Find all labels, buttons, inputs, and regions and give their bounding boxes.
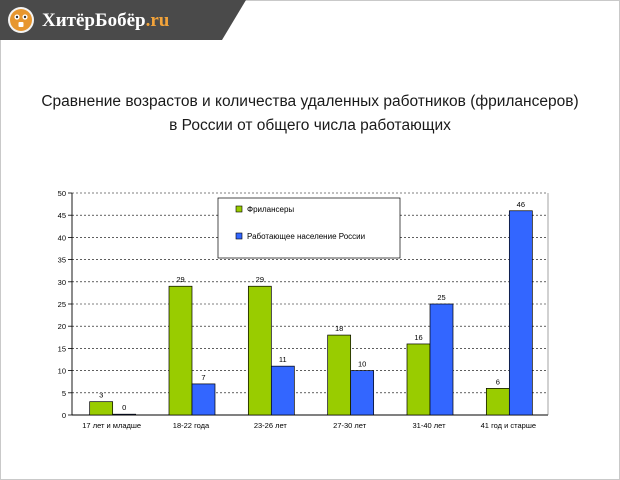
x-tick-label: 18-22 года	[173, 421, 210, 430]
bar	[429, 303, 454, 416]
chart-title-line-2: в России от общего числа работающих	[169, 117, 451, 134]
bar	[327, 334, 352, 416]
bar	[247, 285, 272, 416]
bar	[406, 343, 431, 416]
svg-text:ХитёрБобёр.ru: ХитёрБобёр.ru	[42, 10, 170, 31]
data-label: 29	[176, 275, 184, 284]
y-tick-label: 0	[62, 411, 66, 420]
y-tick-label: 35	[58, 256, 66, 265]
data-label: 18	[335, 324, 343, 333]
logo-tld: .ru	[146, 10, 170, 31]
x-tick-label: 17 лет и младше	[82, 421, 141, 430]
chart-title: Сравнение возрастов и количества удаленн…	[0, 90, 620, 138]
data-label: 11	[279, 355, 287, 364]
site-logo[interactable]: ХитёрБобёр.ru	[0, 0, 246, 40]
data-label: 16	[414, 333, 422, 342]
data-label: 0	[122, 403, 126, 412]
bar	[89, 401, 114, 416]
logo-name: ХитёрБобёр	[42, 10, 146, 31]
y-tick-label: 10	[58, 367, 66, 376]
logo-banner: ХитёрБобёр.ru	[0, 0, 246, 40]
y-tick-label: 25	[58, 300, 66, 309]
logo-background	[0, 0, 246, 40]
chart-gridlines	[72, 192, 548, 394]
y-tick-label: 20	[58, 322, 66, 331]
bar	[191, 383, 216, 416]
beaver-logo-icon	[8, 7, 34, 33]
x-tick-label: 27-30 лет	[333, 421, 367, 430]
legend-swatch	[235, 232, 243, 240]
bar	[350, 370, 375, 416]
y-tick-label: 30	[58, 278, 66, 287]
chart-title-line-1: Сравнение возрастов и количества удаленн…	[41, 93, 579, 110]
y-tick-label: 50	[58, 189, 66, 198]
data-label: 7	[201, 373, 205, 382]
y-tick-label: 5	[62, 389, 66, 398]
y-tick-label: 40	[58, 233, 66, 242]
bar	[485, 388, 510, 416]
y-axis-ticks: 0 5 10 15 20 25 30 35 40 45 50	[58, 189, 72, 420]
x-tick-label: 41 год и старше	[481, 421, 536, 430]
bar	[508, 210, 533, 416]
data-label: 25	[437, 293, 445, 302]
legend-box	[217, 197, 401, 259]
y-tick-label: 45	[58, 211, 66, 220]
chart-bars: 3 0 29 7 29 11 18 10 16 25 6 46	[89, 200, 533, 416]
legend-entry: Работающее население России	[247, 232, 365, 241]
x-tick-label: 31-40 лет	[413, 421, 447, 430]
data-label: 3	[99, 391, 103, 400]
data-label: 10	[358, 360, 366, 369]
data-label: 6	[496, 377, 500, 386]
y-tick-label: 15	[58, 344, 66, 353]
x-axis-labels: 17 лет и младше 18-22 года 23-26 лет 27-30 …	[82, 421, 536, 430]
x-tick-label: 23-26 лет	[254, 421, 288, 430]
bar	[270, 365, 295, 416]
legend-entry: Фрилансеры	[247, 205, 294, 214]
legend-swatch	[235, 205, 243, 213]
data-label: 46	[517, 200, 525, 209]
chart-legend: Фрилансеры Работающее население России	[217, 197, 401, 259]
data-label: 29	[256, 275, 264, 284]
bar	[168, 285, 193, 416]
bar	[112, 413, 137, 416]
